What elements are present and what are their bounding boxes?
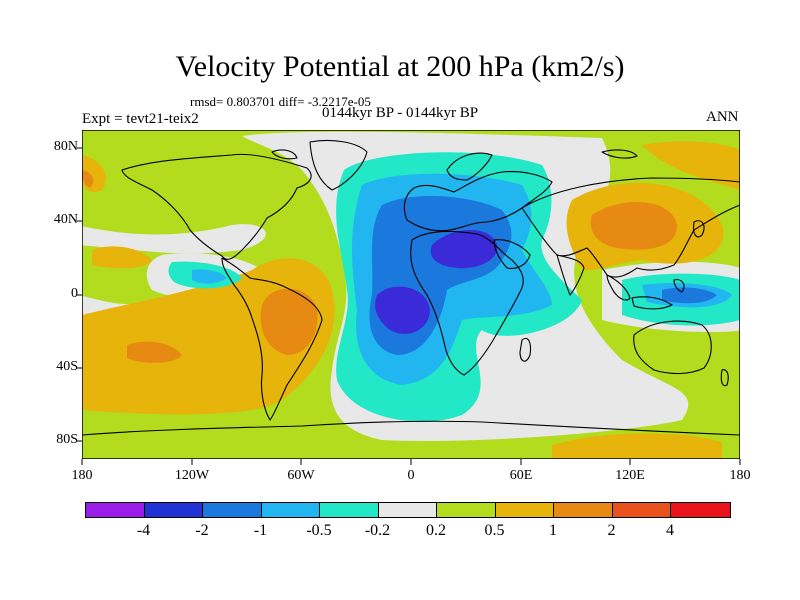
lon-label-60w: 60W — [287, 468, 315, 483]
colorbar-label: 0.5 — [484, 522, 505, 539]
colorbar-label: -4 — [136, 522, 151, 539]
colorbar-box-8 — [554, 503, 613, 517]
lon-label-120w: 120W — [174, 468, 210, 483]
colorbar-label: -0.5 — [306, 522, 332, 539]
map-title: Velocity Potential at 200 hPa (km2/s) — [175, 50, 625, 83]
colorbar-box-0 — [86, 503, 145, 517]
strong-negative-regions — [375, 230, 498, 334]
lat-label-40n: 40N — [53, 212, 78, 227]
map-ticks — [77, 147, 741, 465]
colorbar-label: -0.2 — [364, 522, 391, 539]
coastlines — [82, 139, 740, 436]
experiment-label: Expt = tevt21-teix2 — [82, 111, 199, 127]
lon-label-180w: 180 — [71, 468, 93, 483]
colorbar-box-10 — [671, 503, 730, 517]
velocity-potential-map — [82, 130, 740, 459]
stats-text: rmsd= 0.803701 diff= -3.2217e-05 — [190, 94, 371, 109]
colorbar-label: -2 — [195, 522, 209, 539]
colorbar-label: 2 — [607, 522, 616, 539]
colorbar-box-2 — [203, 503, 262, 517]
season-label: ANN — [706, 109, 739, 125]
colorbar-box-9 — [612, 503, 671, 517]
colorbar-box-3 — [261, 503, 320, 517]
lon-label-120e: 120E — [615, 468, 645, 483]
colorbar-label: 4 — [666, 522, 674, 539]
colorbar-box-4 — [320, 503, 379, 517]
lon-label-180e: 180 — [729, 468, 751, 483]
lat-label-0: 0 — [71, 286, 78, 301]
strong-positive-regions — [82, 170, 678, 363]
colorbar-box-6 — [437, 503, 496, 517]
lat-label-80n: 80N — [53, 139, 78, 154]
lat-label-80s: 80S — [56, 432, 78, 447]
lon-label-0: 0 — [407, 468, 415, 483]
lon-label-60e: 60E — [509, 468, 533, 483]
colorbar-label: 1 — [549, 522, 557, 539]
lat-label-40s: 40S — [56, 359, 78, 374]
colorbar-box-7 — [495, 503, 554, 517]
colorbar-box-1 — [144, 503, 203, 517]
colorbar-label: 0.2 — [426, 522, 446, 539]
colorbar-box-5 — [378, 503, 437, 517]
colorbar-label: -1 — [253, 522, 268, 539]
period-label: 0144kyr BP - 0144kyr BP — [322, 105, 479, 121]
colorbar — [85, 502, 731, 518]
